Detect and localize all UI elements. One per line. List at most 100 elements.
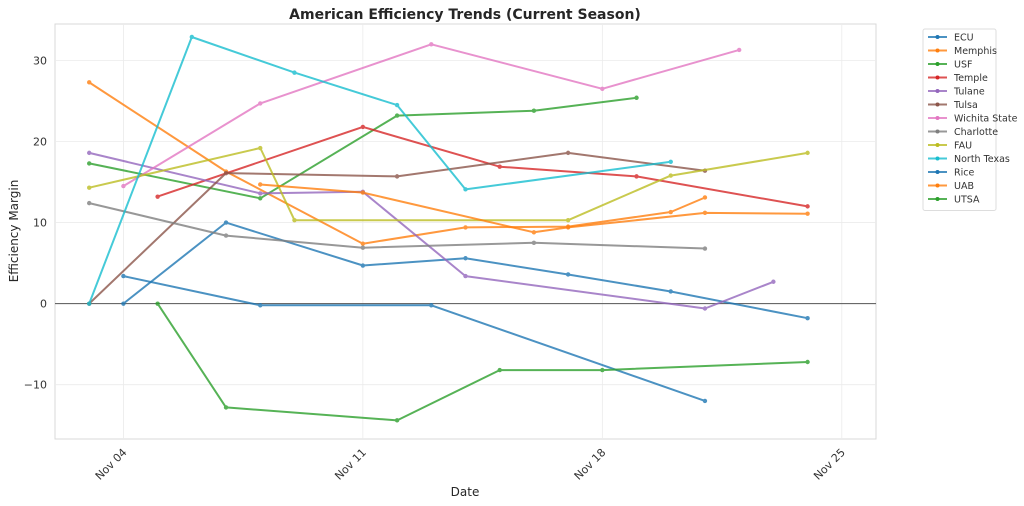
legend-marker <box>935 170 940 174</box>
series-fau <box>87 145 810 223</box>
data-point <box>258 196 263 201</box>
legend-box <box>922 28 997 211</box>
legend-marker <box>935 156 940 161</box>
data-point <box>223 405 229 410</box>
data-point <box>497 367 502 373</box>
data-point <box>292 217 297 223</box>
legend-marker <box>935 143 940 147</box>
data-point <box>394 102 400 108</box>
series-usf <box>87 95 639 201</box>
data-point <box>702 398 708 404</box>
legend-item: USF <box>928 60 972 71</box>
data-point <box>531 240 537 246</box>
data-point <box>394 418 400 423</box>
legend-item: ECU <box>928 33 974 44</box>
data-point <box>258 303 263 308</box>
data-point <box>736 47 742 53</box>
data-point <box>668 289 673 294</box>
legend-label: UAB <box>954 181 974 192</box>
legend-marker <box>935 116 940 120</box>
plot-frame <box>54 23 877 440</box>
data-point <box>87 301 92 306</box>
data-point <box>600 86 605 92</box>
data-point <box>155 194 160 199</box>
data-point <box>87 200 92 206</box>
data-point <box>702 306 708 311</box>
y-axis-label: Efficiency Margin <box>7 180 21 283</box>
data-point <box>121 301 126 306</box>
series-north-texas <box>87 34 673 306</box>
legend-label: ECU <box>954 33 974 44</box>
data-point <box>702 195 708 200</box>
legend-label: Rice <box>954 168 974 179</box>
y-tick-label: 20 <box>33 136 47 149</box>
legend-marker <box>935 35 940 39</box>
data-point <box>223 170 229 176</box>
data-point <box>258 145 263 151</box>
data-point <box>463 273 468 279</box>
data-point <box>805 316 810 321</box>
data-point <box>360 241 366 246</box>
series-line <box>88 151 774 310</box>
data-point <box>121 273 126 279</box>
data-point <box>258 182 263 187</box>
legend-marker <box>935 129 940 134</box>
series-charlotte <box>87 200 708 251</box>
series-wichita-state <box>121 42 742 189</box>
legend-item: UTSA <box>928 195 980 206</box>
series-line <box>88 147 808 222</box>
series-rice <box>121 273 708 404</box>
legend-marker <box>935 62 940 66</box>
data-point <box>634 95 639 100</box>
legend-item: Charlotte <box>928 127 998 138</box>
legend-label: UTSA <box>954 195 980 206</box>
data-point <box>805 150 810 156</box>
data-point <box>600 367 605 373</box>
series-line <box>88 36 671 304</box>
legend-item: Tulane <box>928 87 985 98</box>
y-tick-label: 30 <box>33 54 47 67</box>
data-point <box>668 159 673 164</box>
data-point <box>668 173 673 178</box>
data-point <box>87 80 92 85</box>
data-point <box>292 70 297 75</box>
series-line <box>156 303 808 422</box>
data-point <box>565 150 571 156</box>
data-point <box>394 174 400 179</box>
series-temple <box>155 124 810 209</box>
data-point <box>189 34 195 40</box>
series-line <box>123 275 706 402</box>
data-point <box>394 113 400 118</box>
data-point <box>223 220 229 225</box>
data-point <box>223 233 229 238</box>
legend-item: Wichita State <box>928 114 1018 125</box>
data-point <box>634 174 639 179</box>
data-point <box>668 209 673 215</box>
data-point <box>121 183 126 189</box>
data-point <box>531 230 537 235</box>
legend-item: Memphis <box>928 46 997 57</box>
data-point <box>155 301 160 306</box>
data-point <box>360 190 366 195</box>
legend-label: USF <box>954 60 972 71</box>
data-point <box>565 225 571 230</box>
legend-marker <box>935 75 940 80</box>
legend-item: Temple <box>928 73 988 84</box>
legend-marker <box>935 48 940 53</box>
data-point <box>87 161 92 166</box>
data-point <box>360 124 366 130</box>
legend-label: Wichita State <box>954 114 1018 125</box>
x-axis-label: Date <box>451 485 480 499</box>
data-point <box>87 185 92 190</box>
legend: ECU Memphis USF Temple Tulane Tulsa Wichita St… <box>922 28 1018 211</box>
legend-label: Tulsa <box>953 100 978 111</box>
y-tick-label: 0 <box>40 298 47 311</box>
series-line <box>260 183 808 234</box>
data-point <box>497 164 502 169</box>
data-point <box>258 191 263 196</box>
data-point <box>565 217 571 223</box>
data-point <box>805 359 810 365</box>
legend-marker <box>935 183 940 188</box>
